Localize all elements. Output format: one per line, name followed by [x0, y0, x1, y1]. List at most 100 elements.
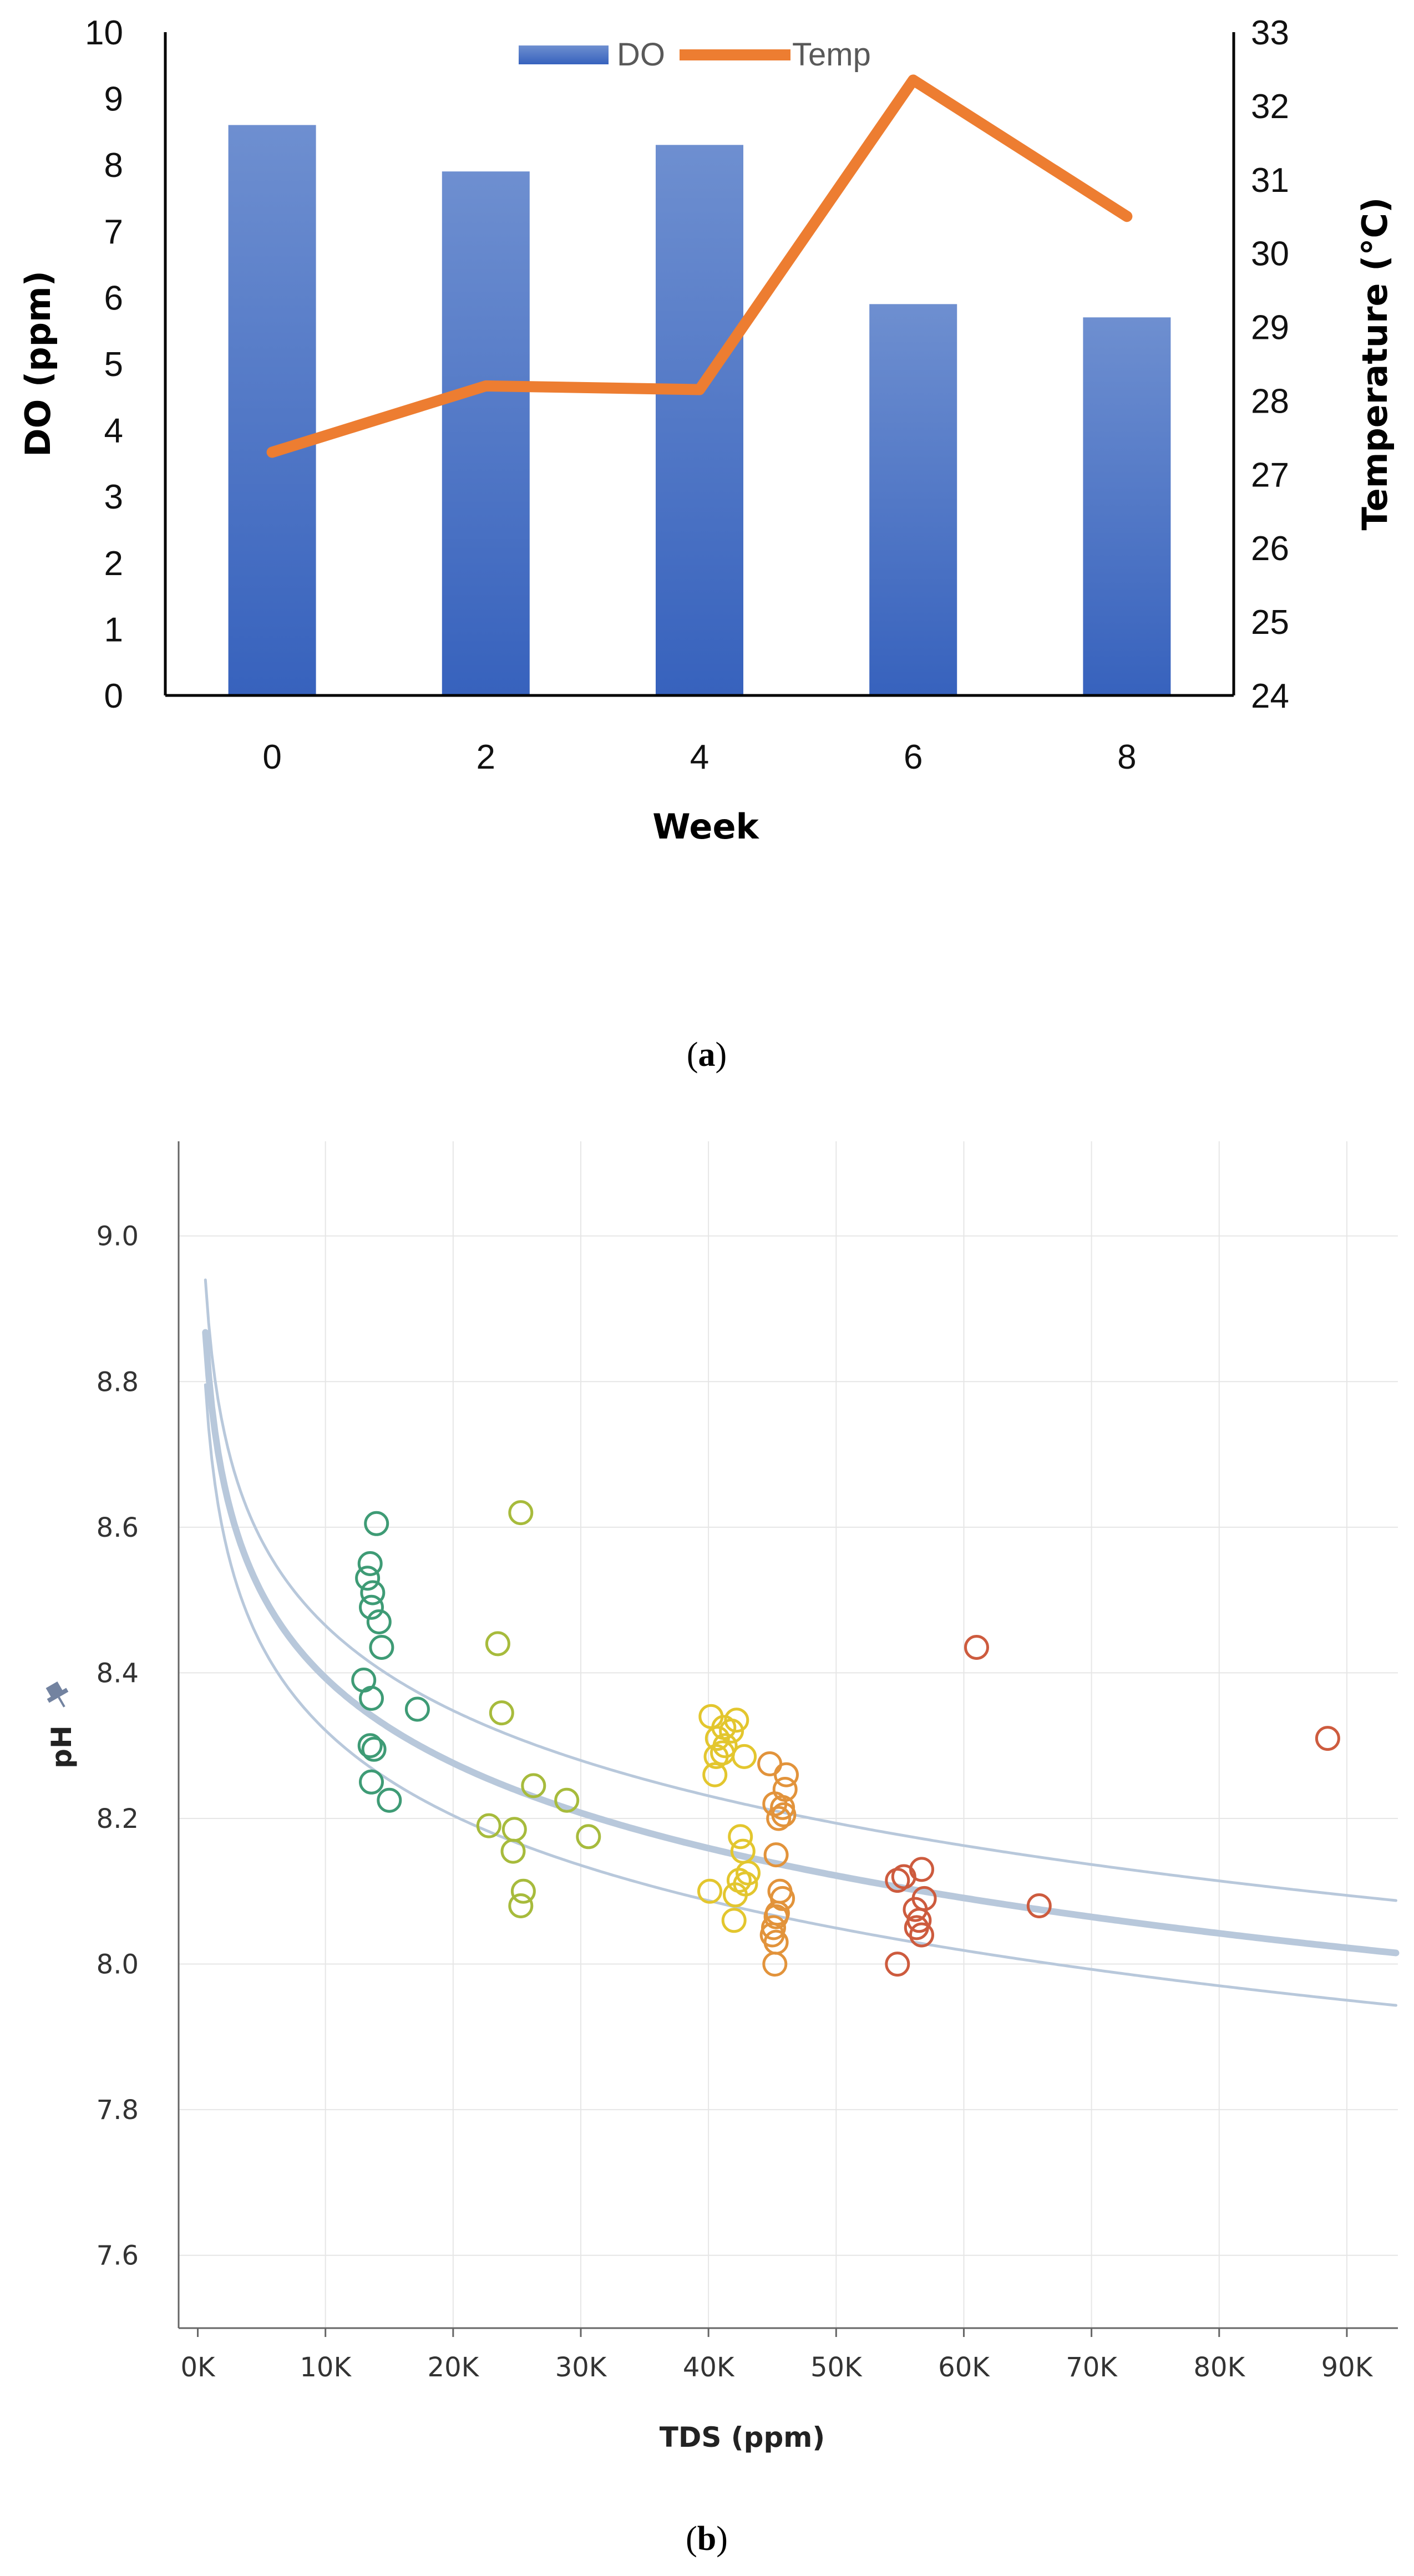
b-x-tick-50K: 50K: [810, 2352, 863, 2383]
y-tick-5: 5: [104, 346, 123, 384]
scatter-point-49: [766, 1806, 792, 1831]
scatter-point-13: [404, 1696, 430, 1722]
y-axis-title: DO (ppm): [18, 271, 58, 457]
y2-tick-33: 33: [1251, 14, 1289, 52]
scatter-point-20: [510, 1878, 536, 1904]
scatter-point-66: [909, 1922, 934, 1948]
b-y-tick-9.0: 9.0: [97, 1221, 139, 1252]
y2-tick-25: 25: [1251, 603, 1289, 642]
do-bar-week-4: [656, 145, 743, 695]
y2-tick-26: 26: [1251, 530, 1289, 568]
scatter-point-44: [774, 1762, 799, 1787]
scatter-point-5: [366, 1609, 392, 1634]
legend-do-swatch: [519, 45, 609, 64]
y2-tick-32: 32: [1251, 88, 1289, 126]
axes-a: [164, 32, 1235, 697]
scatter-point-42: [721, 1908, 747, 1933]
b-y-tick-7.6: 7.6: [97, 2240, 139, 2272]
temp-point-week-4: [698, 388, 701, 392]
temp-point-week-8: [1125, 215, 1129, 219]
svg-text:(a): (a): [687, 1036, 727, 1074]
scatter-point-8: [359, 1685, 384, 1711]
b-y-axis-title: pH: [45, 1725, 78, 1769]
x-tick-4: 4: [690, 738, 709, 776]
scatter-point-50: [763, 1842, 789, 1868]
y2-tick-30: 30: [1251, 235, 1289, 273]
x-axis-title: Week: [652, 806, 759, 847]
b-x-tick-70K: 70K: [1066, 2352, 1118, 2383]
scatter-point-29: [705, 1726, 730, 1751]
trend-center: [202, 1329, 1400, 1957]
scatter-point-19: [500, 1838, 526, 1864]
y-tick-10: 10: [85, 14, 123, 52]
scatter-point-70: [1315, 1726, 1340, 1751]
scatter-point-52: [770, 1886, 795, 1911]
y-tick-7: 7: [104, 213, 123, 251]
axes-b: [178, 1141, 1398, 2329]
b-x-tick-60K: 60K: [938, 2352, 990, 2383]
legend-a: DO Temp: [519, 37, 871, 73]
y-tick-0: 0: [104, 677, 123, 715]
b-x-tick-30K: 30K: [555, 2352, 607, 2383]
y2-tick-24: 24: [1251, 677, 1289, 715]
y2-tick-28: 28: [1251, 382, 1289, 420]
scatter-point-33: [732, 1744, 757, 1769]
b-y-tick-8.2: 8.2: [97, 1803, 139, 1835]
svg-text:(b): (b): [686, 2520, 728, 2558]
legend-do-label: DO: [617, 37, 665, 73]
scatter-point-35: [697, 1878, 722, 1904]
scatter-point-15: [485, 1631, 510, 1657]
chart-b: 7.6 7.8 8.0 8.2 8.4 8.6 8.8 9.0 0K 10K 20K 30K 40K 5…: [42, 1141, 1400, 2453]
scatter-point-16: [489, 1700, 514, 1726]
caption-b-letter: b: [697, 2520, 716, 2558]
scatter-point-63: [903, 1897, 928, 1922]
y2-tick-27: 27: [1251, 456, 1289, 494]
legend-temp-label: Temp: [792, 37, 871, 73]
temp-line: [266, 74, 1133, 458]
scatter-point-65: [904, 1915, 929, 1940]
left-tick-labels: 0 1 2 3 4 5 6 7 8 9 10: [85, 14, 123, 715]
scatter-point-23: [554, 1787, 580, 1813]
scatter-point-21: [508, 1893, 534, 1918]
scatter-point-22: [521, 1773, 546, 1798]
scatter-point-14: [508, 1500, 534, 1526]
scatter-point-41: [723, 1882, 748, 1908]
scatter-point-0: [364, 1511, 389, 1536]
scatter-point-48: [771, 1802, 797, 1827]
caption-b: (b): [686, 2520, 728, 2558]
scatter-point-11: [359, 1769, 384, 1795]
pin-icon[interactable]: [42, 1679, 74, 1713]
b-y-tick-8.6: 8.6: [97, 1512, 139, 1543]
b-x-tick-40K: 40K: [683, 2352, 735, 2383]
scatter-point-1: [357, 1551, 383, 1576]
scatter-point-36: [728, 1824, 753, 1850]
scatter-points: [351, 1500, 1340, 1977]
b-y-tick-labels: 7.6 7.8 8.0 8.2 8.4 8.6 8.8 9.0: [97, 1221, 139, 2272]
scatter-point-32: [703, 1744, 729, 1769]
scatter-point-3: [360, 1580, 386, 1605]
caption-a: (a): [687, 1036, 727, 1074]
scatter-point-68: [1026, 1893, 1052, 1918]
x-tick-0: 0: [262, 738, 281, 776]
scatter-point-54: [763, 1904, 789, 1929]
trend-upper: [204, 1278, 1397, 1902]
y2-tick-29: 29: [1251, 309, 1289, 347]
y2-tick-31: 31: [1251, 161, 1289, 200]
b-x-tick-80K: 80K: [1193, 2352, 1245, 2383]
b-y-tick-8.8: 8.8: [97, 1366, 139, 1398]
trend-curves: [202, 1278, 1400, 2007]
right-tick-labels: 24 25 26 27 28 29 30 31 32 33: [1251, 14, 1289, 715]
y-tick-1: 1: [104, 611, 123, 649]
scatter-point-4: [359, 1594, 384, 1620]
gridlines-b: [179, 1141, 1398, 2328]
b-x-tick-90K: 90K: [1321, 2352, 1374, 2383]
scatter-point-38: [736, 1860, 761, 1886]
trend-lower: [204, 1383, 1397, 2007]
scatter-point-18: [501, 1817, 527, 1842]
y-tick-6: 6: [104, 279, 123, 317]
scatter-point-69: [964, 1635, 989, 1660]
b-y-tick-8.0: 8.0: [97, 1949, 139, 1980]
y-tick-4: 4: [104, 412, 123, 450]
y-tick-8: 8: [104, 146, 123, 185]
scatter-point-61: [909, 1857, 934, 1882]
